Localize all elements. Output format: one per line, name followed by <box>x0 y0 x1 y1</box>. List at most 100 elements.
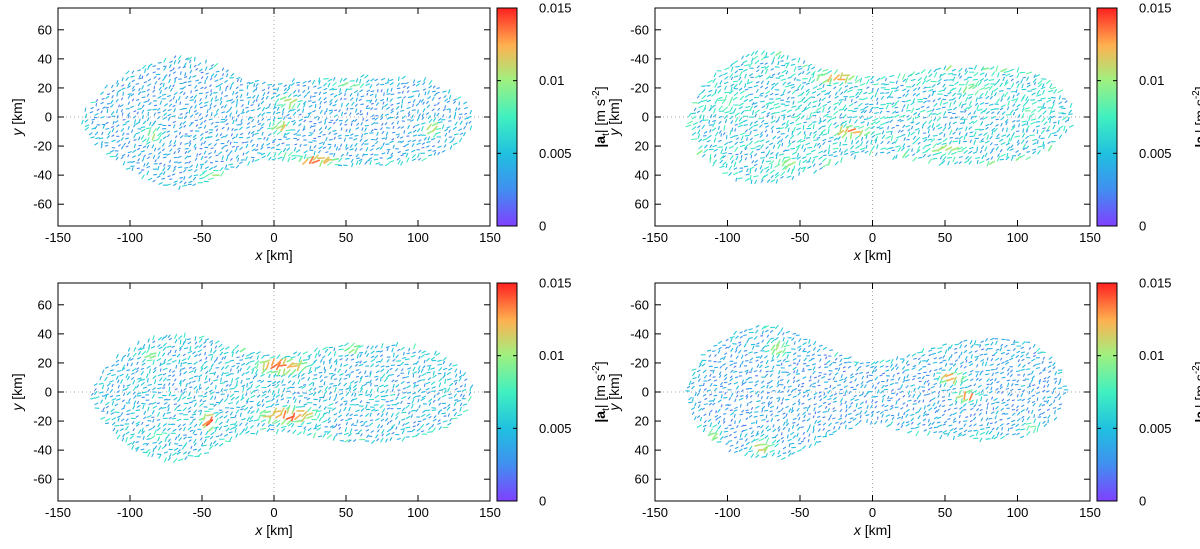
vector-mark <box>183 332 186 338</box>
vector-mark <box>1068 124 1074 128</box>
vector-mark <box>723 417 725 422</box>
vector-mark <box>349 428 353 434</box>
vector-mark <box>438 377 443 382</box>
vector-mark <box>316 365 321 369</box>
vector-mark <box>767 150 771 155</box>
vector-mark <box>276 143 281 147</box>
vector-mark <box>167 134 170 138</box>
vector-mark <box>1032 142 1037 145</box>
vector-mark <box>146 73 150 77</box>
vector-mark <box>174 76 178 80</box>
vector-mark <box>1025 156 1032 160</box>
vector-mark <box>147 406 150 412</box>
vector-mark <box>109 369 114 372</box>
vector-mark <box>764 129 768 133</box>
vector-mark <box>360 424 365 427</box>
vector-mark <box>418 113 421 117</box>
vector-mark <box>771 436 777 439</box>
vector-mark <box>340 363 343 368</box>
vector-mark <box>730 76 733 81</box>
vector-mark <box>800 440 804 443</box>
vector-mark <box>769 337 774 340</box>
vector-mark <box>927 128 930 134</box>
vector-mark <box>798 359 801 363</box>
vector-mark <box>765 90 771 95</box>
vector-mark <box>213 143 217 147</box>
vector-mark <box>231 127 234 131</box>
vector-mark <box>758 117 764 120</box>
vector-mark <box>698 105 704 109</box>
vector-mark <box>169 69 173 72</box>
vector-mark <box>952 131 956 135</box>
vector-mark <box>880 75 886 80</box>
vector-mark <box>100 416 106 420</box>
vector-mark <box>260 100 264 105</box>
vector-mark <box>223 355 227 360</box>
vector-mark <box>193 375 199 378</box>
vector-mark <box>860 108 865 111</box>
vector-mark <box>785 70 789 75</box>
vector-mark <box>344 347 351 352</box>
vector-mark <box>922 90 927 93</box>
vector-mark <box>965 96 969 102</box>
vector-mark <box>255 384 261 389</box>
vector-mark <box>140 382 145 386</box>
vector-mark <box>246 353 251 357</box>
vector-mark <box>1030 118 1037 121</box>
vector-mark <box>396 120 399 125</box>
vector-mark <box>749 121 753 126</box>
vector-mark <box>390 108 394 111</box>
vector-mark <box>874 136 879 142</box>
vector-mark <box>369 370 372 375</box>
vector-mark <box>381 373 386 378</box>
vector-mark <box>425 422 430 426</box>
x-tick-label: 150 <box>479 230 501 245</box>
vector-mark <box>765 140 770 144</box>
vector-mark <box>168 85 172 89</box>
vector-mark <box>220 96 222 101</box>
vector-mark <box>720 382 723 386</box>
vector-mark <box>271 125 278 131</box>
vector-mark <box>105 95 110 100</box>
vector-mark <box>813 403 817 406</box>
vector-mark <box>151 453 154 458</box>
vector-mark <box>239 412 242 417</box>
vector-mark <box>822 164 829 168</box>
vector-mark <box>827 118 832 123</box>
vector-mark <box>729 73 734 78</box>
vector-mark <box>775 97 781 100</box>
vector-mark <box>718 346 722 350</box>
vector-mark <box>901 108 904 112</box>
vector-mark <box>1001 127 1004 132</box>
vector-mark <box>993 128 998 133</box>
vector-mark <box>755 433 760 437</box>
vector-mark <box>853 155 856 160</box>
vector-mark <box>824 363 828 365</box>
vector-mark <box>955 127 959 131</box>
vector-mark <box>198 353 202 357</box>
vector-mark <box>209 92 213 97</box>
vector-mark <box>167 404 170 408</box>
vector-mark <box>318 121 322 124</box>
vector-mark <box>968 100 972 107</box>
vector-mark <box>91 120 94 125</box>
vector-mark <box>158 454 162 459</box>
colorbar-label: |at| [m s-2] <box>591 86 612 147</box>
vector-mark <box>776 127 781 130</box>
vector-mark <box>761 325 766 330</box>
vector-mark <box>146 415 152 418</box>
vector-mark <box>900 129 904 133</box>
vector-mark <box>319 127 323 131</box>
vector-mark <box>455 373 458 378</box>
vector-mark <box>984 146 988 152</box>
vector-mark <box>1048 133 1052 139</box>
vector-mark <box>1021 120 1027 123</box>
vector-mark <box>739 335 743 339</box>
vector-mark <box>203 381 208 384</box>
vector-mark <box>90 101 97 104</box>
vector-mark <box>120 379 123 384</box>
vector-mark <box>728 165 733 171</box>
vector-mark <box>189 429 194 432</box>
vector-mark <box>458 377 462 382</box>
vector-mark <box>781 114 786 117</box>
